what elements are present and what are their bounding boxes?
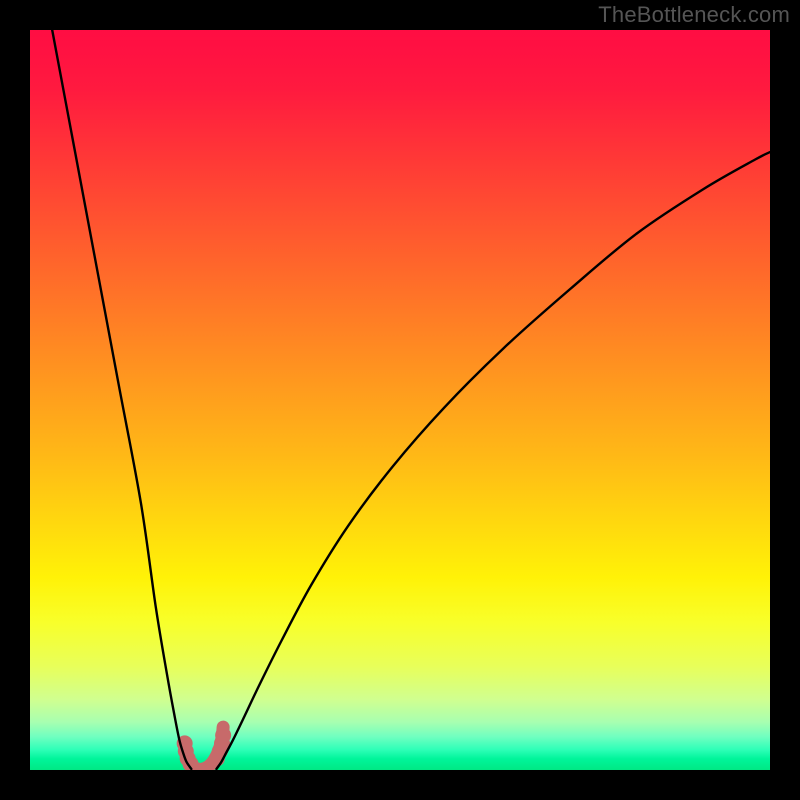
valley-marker-bead bbox=[215, 727, 231, 743]
chart-stage: TheBottleneck.com bbox=[0, 0, 800, 800]
chart-svg bbox=[0, 0, 800, 800]
gradient-background bbox=[30, 30, 770, 770]
watermark-text: TheBottleneck.com bbox=[598, 2, 790, 28]
